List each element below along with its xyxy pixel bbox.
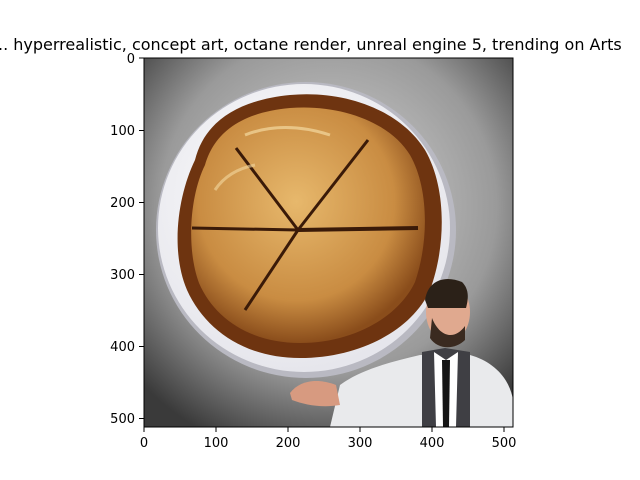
x-tick-label: 200 <box>276 436 301 451</box>
chef-figure <box>290 279 513 427</box>
pie <box>177 94 442 358</box>
x-tick-label: 300 <box>348 436 373 451</box>
plot-title: .. hyperrealistic, concept art, octane r… <box>0 35 622 54</box>
y-tick-label: 300 <box>110 268 135 283</box>
y-tick-label: 200 <box>110 196 135 211</box>
y-tick-label: 0 <box>127 52 135 67</box>
x-axis: 0 100 200 300 400 500 <box>140 427 517 451</box>
image-area <box>144 58 513 427</box>
x-tick-label: 100 <box>204 436 229 451</box>
x-tick-label: 500 <box>492 436 517 451</box>
y-tick-label: 500 <box>110 412 135 427</box>
y-tick-label: 100 <box>110 124 135 139</box>
axes-frame <box>143 57 514 428</box>
y-axis: 0 100 200 300 400 500 <box>110 52 144 427</box>
y-tick-label: 400 <box>110 340 135 355</box>
x-tick-label: 400 <box>420 436 445 451</box>
x-tick-label: 0 <box>140 436 148 451</box>
